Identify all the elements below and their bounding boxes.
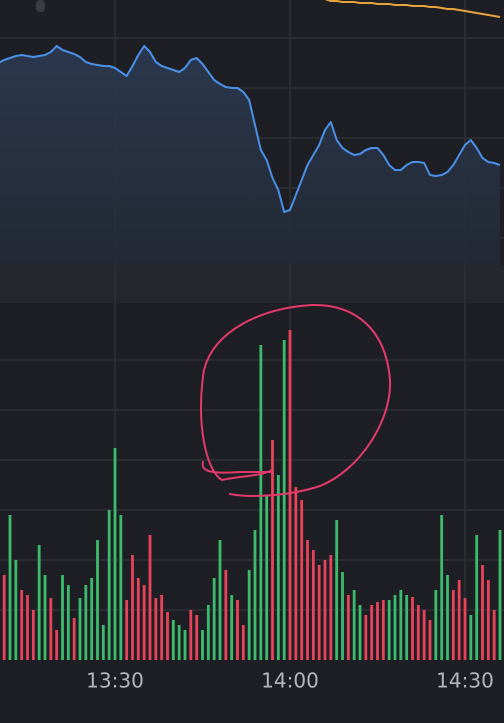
volume-bar	[381, 600, 385, 660]
volume-bar	[61, 575, 64, 660]
volume-bar	[352, 590, 356, 660]
volume-bar	[72, 618, 76, 660]
volume-bar	[195, 615, 199, 660]
volume-bar	[265, 495, 269, 660]
volume-bar	[66, 585, 70, 660]
volume-bar	[236, 600, 239, 660]
volume-bar	[113, 448, 117, 660]
volume-bar	[399, 590, 403, 660]
volume-bar	[2, 575, 6, 660]
volume-bar	[96, 540, 99, 660]
price-line	[324, 0, 501, 18]
volume-bar	[206, 605, 210, 660]
volume-bar	[212, 578, 216, 660]
separator-strip	[0, 265, 504, 303]
volume-bar	[119, 515, 123, 660]
volume-bar	[358, 605, 362, 660]
volume-bar	[346, 595, 350, 660]
volume-bar	[31, 610, 35, 660]
volume-bar	[37, 545, 41, 660]
volume-bar	[271, 440, 274, 660]
volume-bar	[43, 575, 47, 660]
volume-bar	[218, 540, 222, 660]
volume-bar	[475, 535, 479, 660]
volume-bar	[230, 595, 234, 660]
volume-bar	[323, 560, 327, 660]
volume-bar	[107, 510, 111, 660]
volume-bar	[446, 575, 449, 660]
volume-bar	[49, 598, 53, 660]
volume-bar	[294, 487, 298, 660]
volume-bar	[171, 620, 175, 660]
volume-bar	[183, 630, 187, 660]
volume-bar	[177, 625, 181, 660]
volume-bar	[131, 555, 134, 660]
volume-bar	[393, 595, 397, 660]
volume-bar	[364, 615, 368, 660]
volume-bar	[411, 597, 414, 660]
volume-bar	[142, 585, 146, 660]
volume-bar	[154, 598, 158, 660]
volume-bar	[300, 500, 304, 660]
volume-bar	[486, 580, 490, 660]
volume-bar	[55, 630, 59, 660]
volume-bar	[481, 565, 484, 660]
volume-bar	[416, 605, 420, 660]
volume-bar	[148, 535, 152, 660]
volume-bar	[335, 520, 339, 660]
x-tick-label: 14:30	[436, 669, 494, 693]
volume-bar	[125, 600, 129, 660]
volume-bar	[451, 590, 455, 660]
volume-bar	[317, 565, 321, 660]
volume-bar	[387, 600, 391, 660]
x-tick-label: 13:30	[86, 669, 144, 693]
annotation-circle	[200, 303, 392, 497]
volume-bar	[311, 550, 315, 660]
volume-bar	[84, 585, 88, 660]
volume-bar	[78, 598, 82, 660]
volume-bar	[224, 570, 228, 660]
volume-bar	[463, 598, 467, 660]
volume-bar	[370, 605, 374, 660]
scroll-handle	[36, 0, 45, 12]
volume-bar	[376, 602, 379, 660]
volume-panel: 13:30 14:00 14:30	[2, 330, 502, 693]
volume-bar	[306, 540, 309, 660]
volume-bar	[469, 615, 473, 660]
volume-bar	[405, 595, 409, 660]
volume-bar	[434, 590, 438, 660]
volume-bar	[189, 610, 193, 660]
volume-bar	[259, 345, 263, 660]
volume-bar	[282, 340, 286, 660]
volume-bar	[241, 625, 245, 660]
volume-bar	[160, 595, 164, 660]
volume-bar	[276, 475, 280, 660]
volume-bar	[26, 595, 29, 660]
volume-bar	[136, 578, 140, 660]
volume-bar	[101, 625, 105, 660]
volume-bar	[166, 612, 169, 660]
volume-bar	[8, 515, 12, 660]
volume-bar	[253, 530, 257, 660]
volume-bar	[492, 610, 496, 660]
volume-bar	[247, 570, 251, 660]
volume-bar	[20, 590, 24, 660]
volume-bar	[428, 620, 432, 660]
price-panel	[0, 0, 501, 265]
volume-bar	[341, 572, 344, 660]
price-line	[0, 45, 501, 213]
volume-bar	[457, 580, 461, 660]
volume-bar	[14, 560, 18, 660]
volume-bar	[329, 555, 333, 660]
volume-bar	[201, 630, 204, 660]
volume-bar	[90, 578, 94, 660]
volume-bar	[440, 515, 444, 660]
volume-bar	[498, 530, 502, 660]
price-area	[0, 46, 500, 265]
volume-bar	[422, 610, 426, 660]
x-tick-label: 14:00	[261, 669, 319, 693]
volume-bar	[288, 330, 292, 660]
